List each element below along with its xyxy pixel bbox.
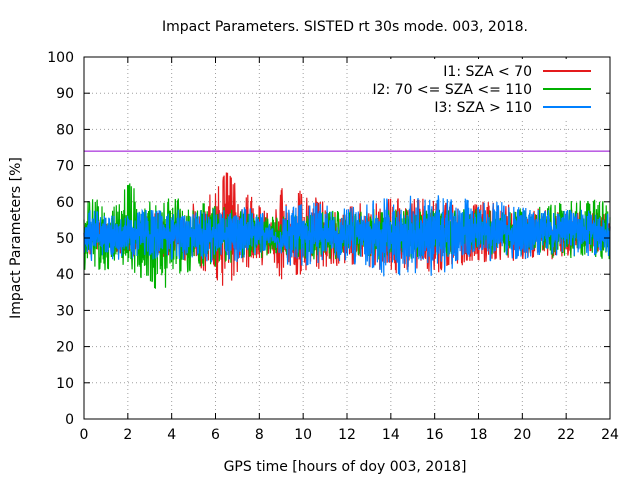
x-axis-ticks: 0 2 4 6 8 10 12 14 16 18 20 22 24 [80, 57, 619, 443]
x-tick-label: 16 [426, 427, 444, 443]
y-tick-label: 10 [56, 376, 74, 392]
x-tick-label: 4 [167, 427, 176, 443]
y-tick-label: 30 [56, 303, 74, 319]
y-tick-label: 50 [56, 231, 74, 247]
legend-label-3: I3: SZA > 110 [434, 100, 532, 116]
x-tick-label: 8 [255, 427, 264, 443]
y-tick-label: 60 [56, 195, 74, 211]
x-tick-label: 10 [294, 427, 312, 443]
chart-title: Impact Parameters. SISTED rt 30s mode. 0… [162, 19, 528, 35]
y-axis-ticks: 0 10 20 30 40 50 60 70 80 90 100 [47, 50, 610, 428]
x-axis-label: GPS time [hours of doy 003, 2018] [224, 459, 467, 475]
data-series [83, 172, 611, 289]
x-tick-label: 22 [557, 427, 575, 443]
x-tick-label: 12 [338, 427, 356, 443]
x-tick-label: 6 [211, 427, 220, 443]
y-tick-label: 80 [56, 122, 74, 138]
y-tick-label: 20 [56, 340, 74, 356]
y-tick-label: 40 [56, 267, 74, 283]
y-axis-label: Impact Parameters [%] [8, 157, 24, 319]
x-tick-label: 14 [382, 427, 400, 443]
legend-label-2: I2: 70 <= SZA <= 110 [372, 82, 532, 98]
series-line-3 [83, 195, 611, 277]
x-tick-label: 20 [513, 427, 531, 443]
y-tick-label: 90 [56, 86, 74, 102]
y-tick-label: 70 [56, 159, 74, 175]
legend-label-1: I1: SZA < 70 [443, 64, 532, 80]
x-tick-label: 18 [470, 427, 488, 443]
x-tick-label: 24 [601, 427, 619, 443]
y-tick-label: 100 [47, 50, 74, 66]
x-tick-label: 2 [123, 427, 132, 443]
legend: I1: SZA < 70 I2: 70 <= SZA <= 110 I3: SZA … [372, 59, 606, 121]
x-tick-label: 0 [80, 427, 89, 443]
y-tick-label: 0 [65, 412, 74, 428]
